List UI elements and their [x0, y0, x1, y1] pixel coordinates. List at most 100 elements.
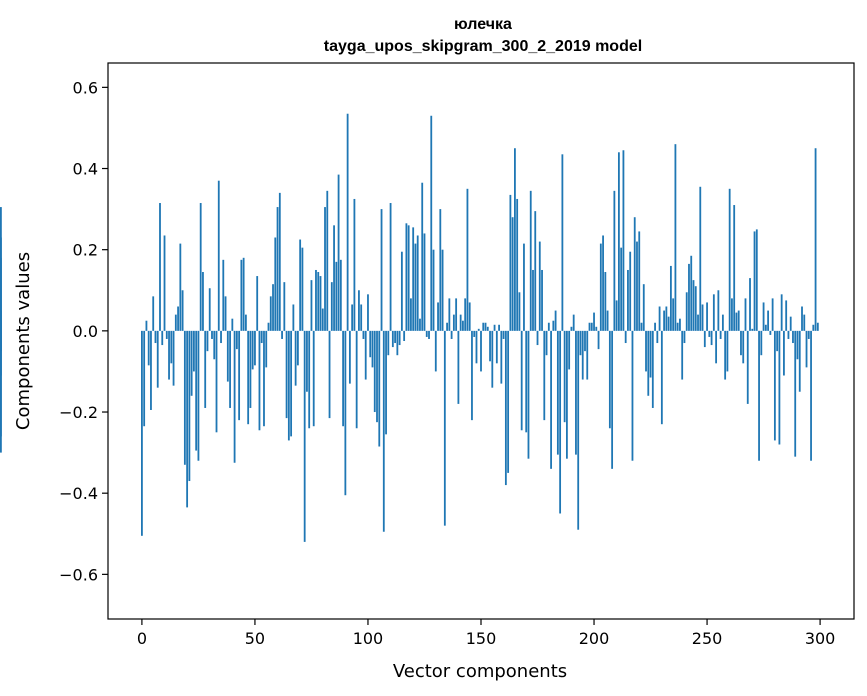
bar — [414, 243, 417, 331]
bar — [321, 308, 324, 331]
bar — [599, 243, 602, 331]
bar — [547, 322, 550, 331]
bar — [448, 298, 451, 331]
bar — [563, 330, 566, 423]
bar — [353, 198, 356, 331]
bar — [462, 320, 464, 331]
bar — [726, 330, 729, 372]
bar — [362, 330, 365, 339]
bar — [466, 188, 469, 331]
bar — [647, 330, 650, 396]
bar — [283, 282, 286, 331]
bar — [181, 290, 184, 331]
chart-subtitle: tayga_upos_skipgram_300_2_2019 model — [324, 38, 642, 55]
bar — [656, 330, 659, 344]
bar — [147, 330, 150, 366]
bar — [749, 278, 751, 331]
bar — [141, 330, 143, 536]
bar — [416, 235, 419, 331]
bar — [183, 330, 186, 465]
bar — [387, 330, 390, 356]
bar — [502, 330, 505, 339]
bar — [396, 330, 399, 356]
x-tick-label: 150 — [466, 629, 497, 648]
bar — [703, 330, 706, 348]
bar — [428, 330, 430, 339]
bar — [787, 330, 790, 339]
bar — [339, 259, 342, 331]
bar — [290, 330, 293, 437]
bar — [690, 255, 693, 331]
bar — [767, 310, 770, 331]
bar — [437, 302, 439, 331]
bar — [498, 324, 500, 331]
bar — [457, 330, 460, 404]
y-tick-label: −0.4 — [59, 484, 98, 503]
bar — [710, 330, 713, 346]
bar — [534, 211, 537, 331]
bar — [550, 330, 552, 469]
bar — [389, 203, 392, 331]
bar — [150, 330, 152, 410]
bar — [489, 330, 491, 362]
bar — [161, 330, 164, 346]
bar — [419, 318, 421, 331]
bar — [556, 330, 559, 455]
bar — [507, 330, 510, 473]
bar — [306, 330, 308, 392]
bar — [484, 322, 487, 331]
bar — [235, 330, 238, 350]
bar — [269, 296, 272, 331]
bar — [520, 330, 523, 431]
bar — [579, 330, 582, 356]
bar — [199, 203, 202, 331]
bar — [636, 241, 638, 331]
bar — [233, 330, 236, 463]
bar — [532, 269, 534, 331]
bar — [378, 330, 381, 447]
bar — [608, 330, 611, 429]
bar — [473, 330, 476, 337]
bar — [575, 330, 577, 455]
bar — [593, 312, 595, 331]
x-tick-label: 300 — [805, 629, 836, 648]
bar — [769, 330, 772, 335]
bar — [446, 322, 448, 331]
bar — [708, 330, 711, 337]
bar — [188, 330, 191, 482]
bar — [737, 310, 740, 331]
bar — [669, 265, 672, 331]
bar — [663, 310, 666, 331]
bar — [281, 330, 283, 339]
bar — [529, 190, 532, 331]
bar — [177, 306, 179, 331]
bar — [195, 330, 198, 451]
bar — [256, 276, 259, 331]
bar — [731, 298, 733, 331]
bar — [523, 243, 525, 331]
bar — [812, 324, 815, 331]
bar — [267, 322, 270, 331]
bar — [783, 330, 785, 376]
bar — [794, 330, 797, 457]
bar — [240, 259, 243, 331]
bar — [430, 115, 433, 331]
bar — [351, 304, 354, 331]
bar — [620, 247, 623, 331]
bar — [376, 330, 378, 423]
bar — [317, 272, 320, 331]
bar — [805, 330, 808, 368]
bar — [538, 241, 541, 331]
bar — [640, 322, 643, 331]
bar — [816, 322, 819, 331]
bar — [773, 330, 776, 441]
bar — [294, 330, 297, 386]
bar — [586, 330, 589, 380]
bar — [471, 330, 473, 421]
bar — [346, 113, 349, 331]
bar — [751, 328, 754, 331]
bar — [602, 235, 604, 331]
bar — [190, 330, 193, 396]
bar — [477, 328, 480, 331]
bar — [758, 330, 760, 461]
